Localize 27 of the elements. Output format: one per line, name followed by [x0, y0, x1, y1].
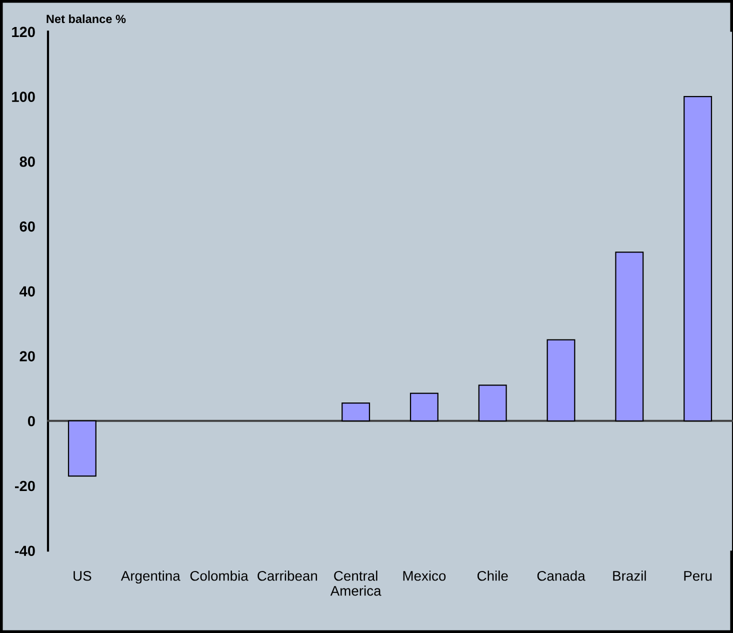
- y-tick-label: 60: [20, 221, 35, 232]
- bar: [684, 96, 712, 422]
- y-tick-label: -40: [14, 546, 35, 556]
- x-tick-label: US: [74, 570, 92, 581]
- bar: [546, 339, 576, 422]
- x-tick-label: Canada: [537, 570, 586, 581]
- y-tick-label: 100: [12, 92, 35, 102]
- x-tick-label: Central America: [330, 570, 382, 596]
- x-tick-label: Carribean: [258, 570, 317, 581]
- y-tick-label: 80: [20, 156, 35, 167]
- bar: [342, 402, 370, 422]
- x-tick-label: Chile: [477, 570, 508, 581]
- x-tick-label: Peru: [684, 571, 712, 581]
- bar: [615, 252, 644, 422]
- y-tick-label: 20: [20, 351, 35, 362]
- bar: [478, 384, 507, 422]
- y-tick-label: -20: [14, 480, 35, 492]
- x-tick-label: Argentina: [120, 570, 180, 584]
- bar: [410, 392, 438, 422]
- x-tick-label: Colombia: [190, 570, 248, 581]
- bar: [68, 420, 96, 477]
- x-tick-label: Mexico: [403, 570, 446, 581]
- x-tick-label: Brazil: [613, 570, 646, 581]
- y-tick-label: 120: [12, 26, 35, 38]
- y-tick-label: 40: [20, 286, 35, 297]
- y-axis-title: Net balance %: [46, 14, 126, 24]
- y-tick-label: 0: [28, 416, 35, 426]
